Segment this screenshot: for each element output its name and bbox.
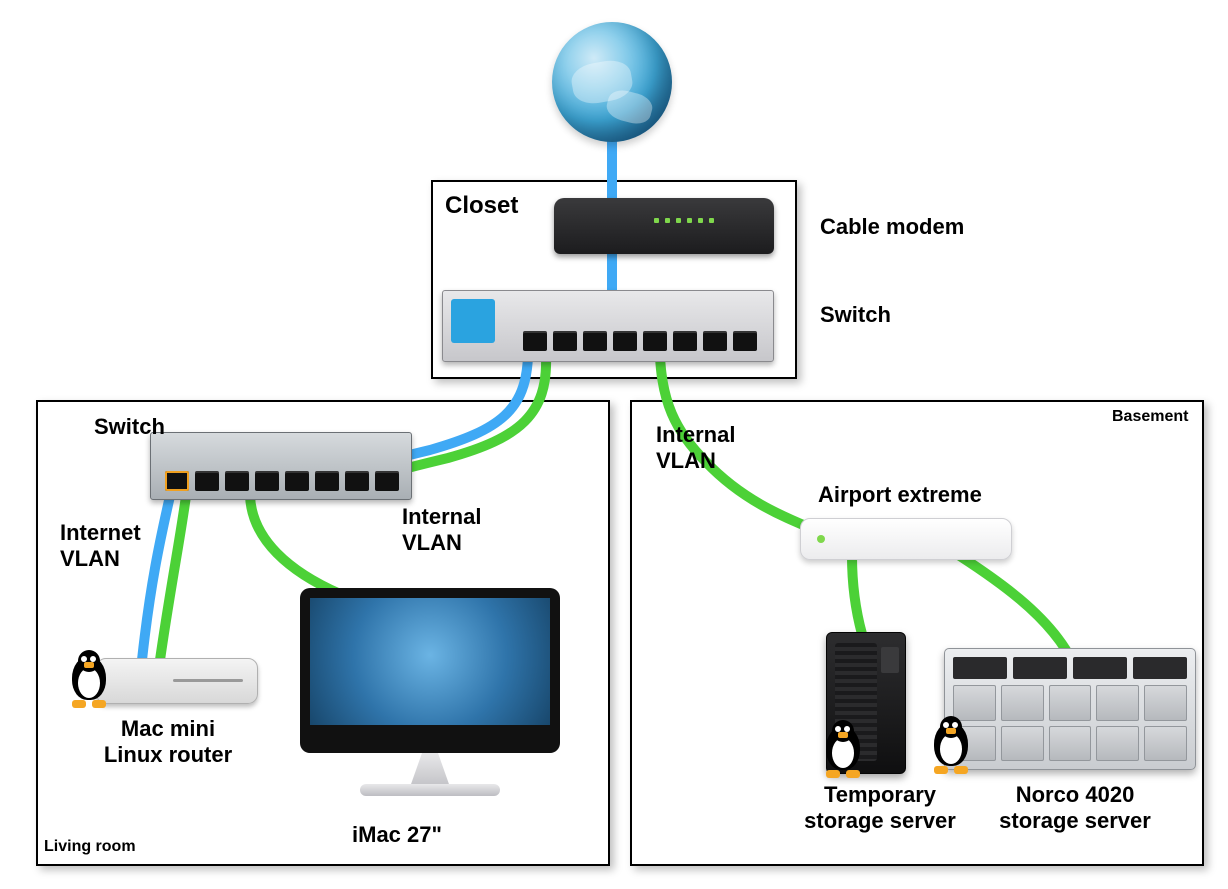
penguin-icon: [66, 650, 112, 706]
mac-mini-label: Mac mini Linux router: [78, 716, 258, 768]
rack-server-device: [944, 648, 1196, 770]
switch-ports: [165, 471, 399, 491]
living-room-switch-device: [150, 432, 412, 500]
norco-label: Norco 4020 storage server: [980, 782, 1170, 834]
closet-switch-device: [442, 290, 774, 362]
cable-modem-device: [554, 198, 774, 254]
switch-badge: [451, 299, 495, 343]
imac-label: iMac 27": [352, 822, 442, 848]
switch-ports: [523, 331, 757, 351]
living-room-switch-label: Switch: [94, 414, 165, 440]
airport-extreme-device: [800, 518, 1012, 560]
modem-leds: [654, 218, 714, 223]
closet-switch-label: Switch: [820, 302, 891, 328]
penguin-icon: [820, 720, 866, 776]
cable-modem-label: Cable modem: [820, 214, 964, 240]
living-room-corner-label: Living room: [44, 838, 136, 856]
basement-corner-label: Basement: [1112, 408, 1188, 426]
internet-vlan-label: Internet VLAN: [60, 520, 141, 572]
globe-icon: [552, 22, 672, 142]
airport-label: Airport extreme: [818, 482, 982, 508]
imac-device: [300, 588, 560, 808]
temp-server-label: Temporary storage server: [790, 782, 970, 834]
mac-mini-device: [96, 658, 258, 704]
internal-vlan-bm-label: Internal VLAN: [656, 422, 735, 474]
penguin-icon: [928, 716, 974, 772]
internal-vlan-lr-label: Internal VLAN: [402, 504, 481, 556]
closet-title: Closet: [445, 192, 518, 220]
